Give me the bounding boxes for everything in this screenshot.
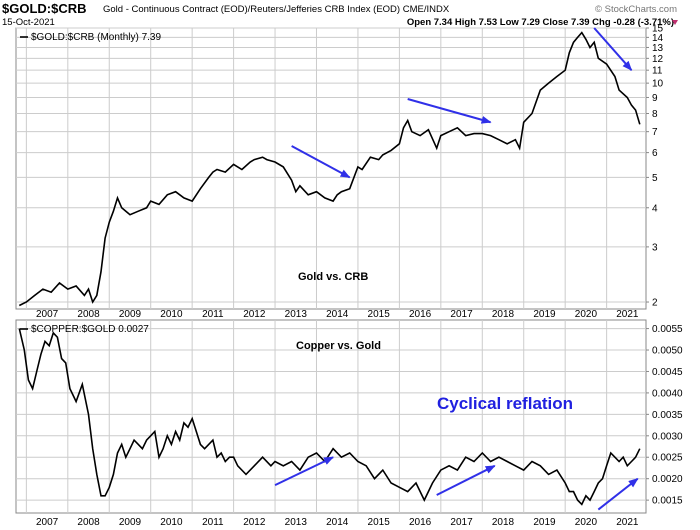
y-tick-label: 15 bbox=[652, 24, 664, 35]
y-tick-label: 6 bbox=[652, 148, 658, 159]
top-legend: $GOLD:$CRB (Monthly) 7.39 bbox=[31, 32, 161, 43]
top-x-axis: 2007 2008 2009 2010 2011 2012 2013 2014 2015 2016… bbox=[36, 309, 639, 320]
x-tick-label: 2008 bbox=[77, 517, 100, 528]
top-panel-frame bbox=[15, 27, 647, 310]
x-tick-label: 2011 bbox=[202, 309, 224, 320]
x-tick-label: 2007 bbox=[36, 309, 59, 320]
y-tick-label: 0.0045 bbox=[652, 367, 683, 378]
trend-arrow-icon bbox=[407, 98, 492, 124]
down-triangle-icon bbox=[672, 20, 678, 25]
bottom-x-axis: 2007 2008 2009 2010 2011 2012 2013 2014 2015 2016… bbox=[36, 517, 639, 528]
x-tick-label: 2015 bbox=[368, 309, 391, 320]
x-tick-label: 2019 bbox=[533, 309, 556, 320]
trend-arrow-icon bbox=[597, 477, 639, 511]
x-tick-label: 2015 bbox=[368, 517, 391, 528]
x-tick-label: 2009 bbox=[119, 517, 142, 528]
x-tick-label: 2013 bbox=[285, 517, 308, 528]
x-tick-label: 2021 bbox=[616, 517, 639, 528]
watermark: © StockCharts.com bbox=[595, 4, 677, 15]
x-tick-label: 2014 bbox=[326, 517, 349, 528]
x-tick-label: 2020 bbox=[575, 517, 598, 528]
x-tick-label: 2018 bbox=[492, 517, 515, 528]
y-tick-label: 14 bbox=[652, 33, 664, 44]
x-tick-label: 2016 bbox=[409, 517, 432, 528]
y-tick-label: 4 bbox=[652, 203, 658, 214]
bottom-chart-title: Copper vs. Gold bbox=[296, 340, 381, 352]
bottom-trend-arrows bbox=[274, 456, 639, 511]
x-tick-label: 2008 bbox=[77, 309, 100, 320]
y-tick-label: 0.0040 bbox=[652, 388, 683, 399]
x-tick-label: 2011 bbox=[202, 517, 224, 528]
x-tick-label: 2021 bbox=[616, 309, 639, 320]
y-tick-label: 8 bbox=[652, 109, 658, 120]
trend-arrow-icon bbox=[274, 456, 334, 487]
y-tick-label: 7 bbox=[652, 127, 658, 138]
x-tick-label: 2007 bbox=[36, 517, 59, 528]
y-tick-label: 0.0025 bbox=[652, 453, 683, 464]
x-tick-label: 2019 bbox=[533, 517, 556, 528]
y-tick-label: 10 bbox=[652, 79, 664, 90]
chart-symbol: $GOLD:$CRB bbox=[2, 1, 87, 16]
y-tick-label: 0.0030 bbox=[652, 431, 683, 442]
trend-arrow-icon bbox=[593, 27, 633, 71]
bottom-grid bbox=[16, 320, 646, 513]
y-tick-label: 11 bbox=[652, 66, 663, 77]
y-tick-label: 5 bbox=[652, 173, 658, 184]
y-tick-label: 0.0050 bbox=[652, 346, 683, 357]
x-tick-label: 2016 bbox=[409, 309, 432, 320]
x-tick-label: 2017 bbox=[450, 517, 473, 528]
cyclical-reflation-annotation: Cyclical reflation bbox=[437, 394, 573, 413]
ohlc-readout: Open 7.34 High 7.53 Low 7.29 Close 7.39 … bbox=[407, 17, 674, 28]
y-tick-label: 0.0020 bbox=[652, 474, 683, 485]
x-tick-label: 2014 bbox=[326, 309, 349, 320]
copper-gold-panel: 0.0015 0.0020 0.0025 0.0030 0.0035 0.0040 0.00… bbox=[15, 319, 683, 514]
x-tick-label: 2009 bbox=[119, 309, 142, 320]
bottom-legend: $COPPER:$GOLD 0.0027 bbox=[31, 324, 149, 335]
bottom-y-axis: 0.0015 0.0020 0.0025 0.0030 0.0035 0.0040 0.00… bbox=[646, 324, 683, 507]
gold-crb-series-line bbox=[18, 31, 641, 307]
y-tick-label: 0.0055 bbox=[652, 324, 683, 335]
y-tick-label: 9 bbox=[652, 93, 658, 104]
y-tick-label: 12 bbox=[652, 54, 664, 65]
chart-description: Gold - Continuous Contract (EOD)/Reuters… bbox=[103, 4, 450, 15]
trend-arrow-icon bbox=[291, 145, 351, 179]
x-tick-label: 2010 bbox=[160, 309, 183, 320]
chart-date: 15-Oct-2021 bbox=[2, 17, 55, 28]
x-tick-label: 2012 bbox=[243, 517, 266, 528]
y-tick-label: 3 bbox=[652, 242, 658, 253]
x-tick-label: 2010 bbox=[160, 517, 183, 528]
copper-gold-series-line bbox=[18, 328, 641, 506]
top-chart-title: Gold vs. CRB bbox=[298, 271, 368, 283]
y-tick-label: 13 bbox=[652, 43, 664, 54]
y-tick-label: 0.0015 bbox=[652, 496, 683, 507]
trend-arrow-icon bbox=[436, 464, 496, 496]
x-tick-label: 2017 bbox=[450, 309, 473, 320]
x-tick-label: 2020 bbox=[575, 309, 598, 320]
y-tick-label: 0.0035 bbox=[652, 410, 683, 421]
x-tick-label: 2018 bbox=[492, 309, 515, 320]
x-tick-label: 2013 bbox=[285, 309, 308, 320]
bottom-panel-frame bbox=[15, 319, 647, 514]
top-trend-arrows bbox=[291, 27, 633, 179]
x-tick-label: 2012 bbox=[243, 309, 266, 320]
y-tick-label: 2 bbox=[652, 298, 658, 309]
